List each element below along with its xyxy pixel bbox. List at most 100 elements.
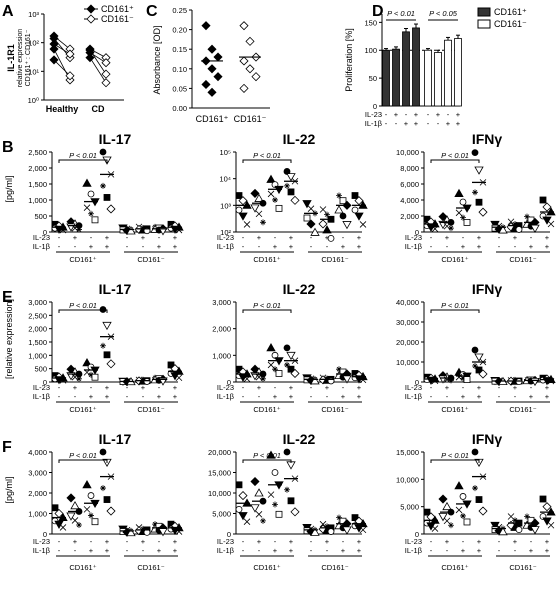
y-tick-label: 100 (364, 46, 377, 55)
data-point (213, 72, 223, 82)
row-label-il23: IL-23 (365, 110, 382, 119)
treatment-il23: + (545, 537, 550, 546)
data-point (243, 221, 251, 228)
data-point (103, 194, 111, 201)
data-point (272, 196, 278, 203)
treatment-il1b: + (404, 119, 409, 128)
data-point (207, 87, 217, 97)
treatment-il1b: + (529, 242, 534, 251)
data-point (455, 373, 463, 381)
sig-label: P < 0.01 (253, 301, 281, 310)
data-point (336, 366, 342, 373)
panel-letter-a: A (2, 3, 14, 20)
legend-marker (86, 14, 96, 24)
data-point (239, 83, 249, 93)
row-label-il1b: IL-1β (217, 242, 235, 251)
y-tick-label: 2,000 (400, 212, 419, 221)
treatment-il1b: - (258, 392, 261, 401)
treatment-il1b: - (446, 546, 449, 555)
treatment-il23: + (357, 537, 362, 546)
group-label-cd161-neg: CD161⁻ (509, 255, 536, 264)
treatment-il1b: + (477, 392, 482, 401)
data-point (271, 469, 279, 476)
data-point (235, 481, 243, 489)
data-point (438, 212, 448, 222)
legend-label: CD161⁺ (101, 4, 134, 14)
y-tick-label: 10⁵ (220, 148, 231, 157)
data-point (243, 518, 251, 525)
group-label-cd161-pos: CD161⁺ (441, 255, 468, 264)
data-point (175, 528, 183, 535)
treatment-il1b: + (157, 242, 162, 251)
legend-swatch (477, 7, 491, 17)
treatment-il1b: + (477, 546, 482, 555)
treatment-il1b: + (414, 119, 419, 128)
data-point (250, 504, 260, 513)
data-point (87, 492, 95, 499)
data-point (542, 502, 552, 512)
data-point (463, 218, 471, 226)
treatment-il1b: + (461, 242, 466, 251)
data-point (354, 212, 364, 221)
treatment-il23: + (477, 233, 482, 242)
data-point (255, 511, 263, 518)
treatment-il1b: + (545, 392, 550, 401)
group-label-cd161-pos: CD161⁺ (69, 563, 96, 572)
data-point (431, 225, 439, 233)
treatment-il1b: + (105, 546, 110, 555)
data-point (106, 506, 116, 516)
data-point (243, 375, 251, 383)
treatment-il23: + (141, 233, 146, 242)
y-tick-label: 0 (415, 228, 419, 237)
data-point (438, 513, 448, 522)
treatment-il23: - (158, 537, 161, 546)
data-point (213, 52, 223, 62)
y-tick-label: 10³ (28, 10, 39, 19)
y-axis-label: [relative expression] (4, 299, 14, 379)
data-point (327, 234, 335, 242)
treatment-il23: + (357, 383, 362, 392)
treatment-il1b: - (446, 242, 449, 251)
y-axis-label: Absorbance [OD] (152, 25, 162, 94)
panel-title: IFNγ (472, 131, 503, 147)
data-point (254, 193, 264, 202)
data-point (266, 174, 276, 183)
legend-swatch (477, 19, 491, 29)
treatment-il1b: + (173, 242, 178, 251)
y-axis-label: IL-1R1 (6, 44, 16, 72)
treatment-il1b: + (289, 546, 294, 555)
data-point (438, 494, 448, 504)
treatment-il1b: - (430, 242, 433, 251)
treatment-il23: - (274, 233, 277, 242)
treatment-il1b: + (545, 242, 550, 251)
data-point (51, 504, 59, 512)
data-point (310, 527, 320, 536)
data-point (283, 448, 291, 456)
data-point (471, 149, 479, 157)
data-point (474, 166, 484, 175)
data-point (471, 346, 479, 354)
treatment-il1b: + (461, 546, 466, 555)
treatment-il1b: + (173, 546, 178, 555)
data-point (530, 224, 540, 233)
treatment-il23: + (173, 537, 178, 546)
y-tick-label: 40,000 (396, 298, 419, 307)
y-tick-label: 0.00 (172, 104, 187, 113)
treatment-il1b: + (157, 392, 162, 401)
data-point (423, 508, 431, 516)
treatment-il1b: + (105, 242, 110, 251)
y-tick-label: 0 (227, 530, 231, 539)
treatment-il1b: - (58, 242, 61, 251)
treatment-il23: - (430, 537, 433, 546)
treatment-il23: - (530, 383, 533, 392)
data-point (455, 209, 463, 217)
sig-label: P < 0.01 (441, 301, 469, 310)
data-point (126, 226, 136, 235)
data-point (238, 196, 248, 206)
treatment-il23: + (173, 383, 178, 392)
y-tick-label: 15,000 (208, 469, 231, 478)
treatment-il23: + (73, 233, 78, 242)
y-tick-label: 10,000 (396, 148, 419, 157)
treatment-il1b: - (242, 392, 245, 401)
y-tick-label: 0 (43, 378, 47, 387)
